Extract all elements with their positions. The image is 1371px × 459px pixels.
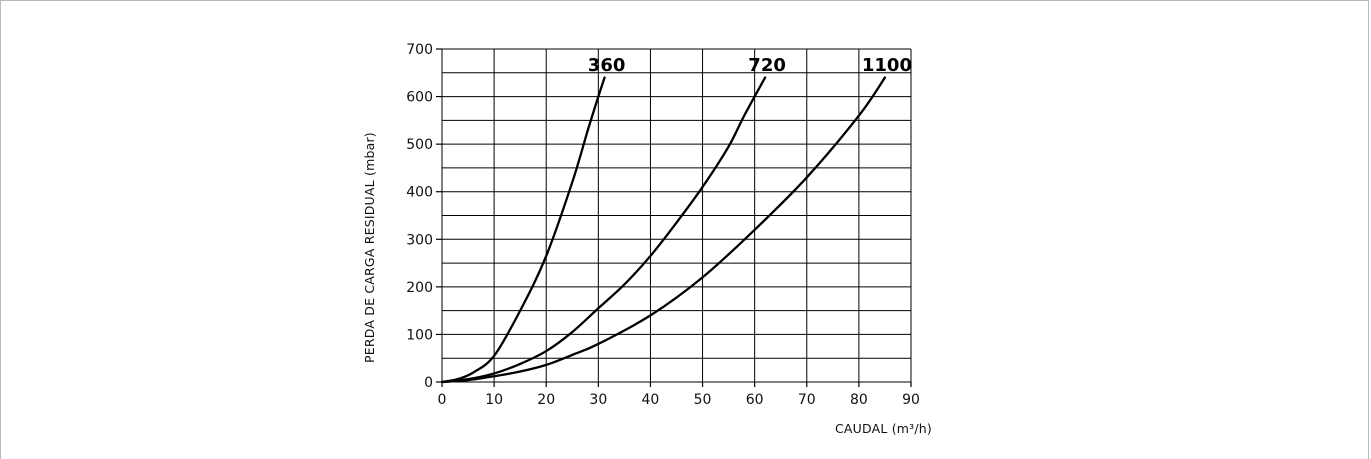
y-tick-label-2: 200 — [406, 280, 433, 296]
x-tick-label-5: 50 — [694, 392, 712, 408]
x-tick-label-3: 30 — [589, 392, 607, 408]
y-tick-label-7: 700 — [406, 42, 433, 58]
x-axis-title: CAUDAL (m³/h) — [835, 421, 932, 436]
series-label-1100: 1100 — [862, 55, 912, 76]
y-tick-label-0: 0 — [424, 375, 433, 391]
x-tick-label-7: 70 — [798, 392, 816, 408]
y-tick-label-6: 600 — [406, 90, 433, 106]
series-line-360 — [440, 76, 606, 384]
x-tick-label-0: 0 — [438, 392, 447, 408]
grid — [436, 48, 912, 387]
series-label-360: 360 — [588, 55, 626, 76]
series-line-1100 — [440, 76, 887, 384]
x-tick-label-9: 90 — [902, 392, 920, 408]
curves — [440, 76, 887, 384]
y-tick-label-1: 100 — [406, 327, 433, 343]
x-tick-label-6: 60 — [746, 392, 764, 408]
x-tick-label-4: 40 — [642, 392, 660, 408]
series-line-720 — [440, 76, 767, 384]
y-axis-title: PERDA DE CARGA RESIDUAL (mbar) — [362, 132, 377, 363]
series-labels: 360 720 1100 — [588, 55, 912, 76]
x-tick-label-8: 80 — [850, 392, 868, 408]
x-tick-label-1: 10 — [485, 392, 503, 408]
y-tick-label-5: 500 — [406, 137, 433, 153]
series-label-720: 720 — [748, 55, 786, 76]
y-tick-label-3: 300 — [406, 232, 433, 248]
y-tick-label-4: 400 — [406, 185, 433, 201]
tick-labels: 0 100 200 300 400 500 600 700 0 10 20 30 40 50 60 70 80 9… — [406, 42, 920, 408]
x-tick-label-2: 20 — [537, 392, 555, 408]
